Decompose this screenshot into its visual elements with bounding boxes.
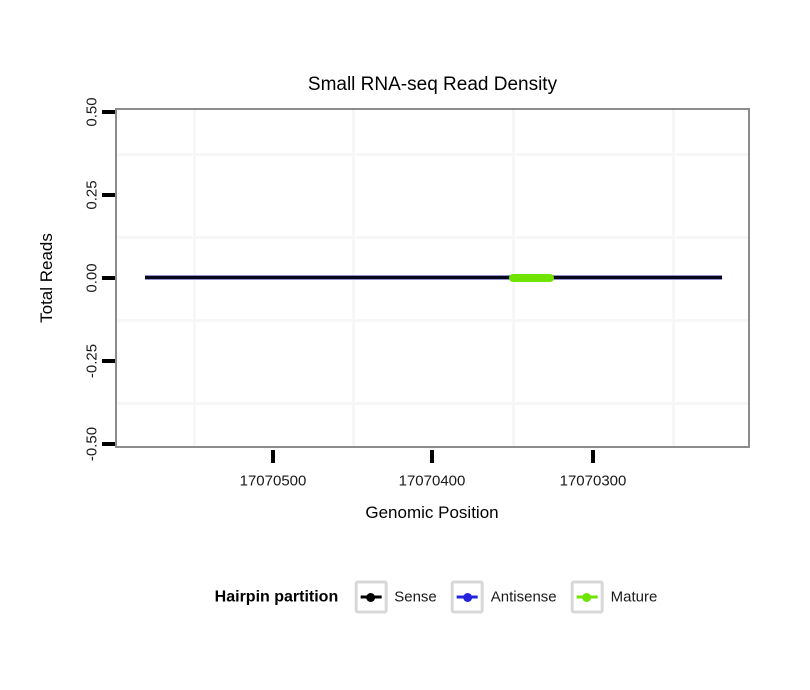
mature-dot-icon [582,592,592,602]
legend-key-mature [570,580,604,614]
legend-label-antisense: Antisense [490,588,557,606]
minor-gridline-horizontal [117,153,748,156]
mature-read-segment [509,274,554,282]
y-axis-title: Total Reads [37,233,56,323]
x-tick-label: 17070500 [239,472,307,490]
legend-item-antisense: Antisense [450,580,557,614]
y-tick-label: 0.25 [83,180,101,210]
sense-dot-icon [366,592,376,602]
y-tick-mark [102,359,115,363]
legend-item-sense: Sense [354,580,437,614]
legend-label-sense: Sense [394,588,437,606]
chart-title: Small RNA-seq Read Density [307,74,558,95]
x-axis-title: Genomic Position [365,503,499,522]
x-tick-mark [430,450,434,463]
x-tick-label: 17070400 [398,472,466,490]
y-tick-mark [102,110,115,114]
y-tick-label: 0.00 [83,263,101,293]
legend-label-mature: Mature [610,588,658,606]
x-tick-label: 17070300 [559,472,627,490]
legend: Hairpin partition Sense Antisense Mature [214,580,658,614]
sense-read-line [145,276,722,279]
legend-key-sense [354,580,388,614]
antisense-dot-icon [462,592,472,602]
x-tick-mark [591,450,595,463]
y-tick-mark [102,276,115,280]
x-tick-mark [271,450,275,463]
minor-gridline-horizontal [117,402,748,405]
legend-title: Hairpin partition [214,588,339,605]
y-tick-label: 0.50 [83,97,101,127]
minor-gridline-horizontal [117,236,748,239]
legend-item-mature: Mature [570,580,658,614]
y-tick-mark [102,442,115,446]
antisense-read-line [145,275,722,280]
y-tick-mark [102,193,115,197]
legend-key-antisense [450,580,484,614]
minor-gridline-horizontal [117,319,748,322]
y-tick-label: -0.25 [83,343,101,379]
y-tick-label: -0.50 [83,426,101,462]
